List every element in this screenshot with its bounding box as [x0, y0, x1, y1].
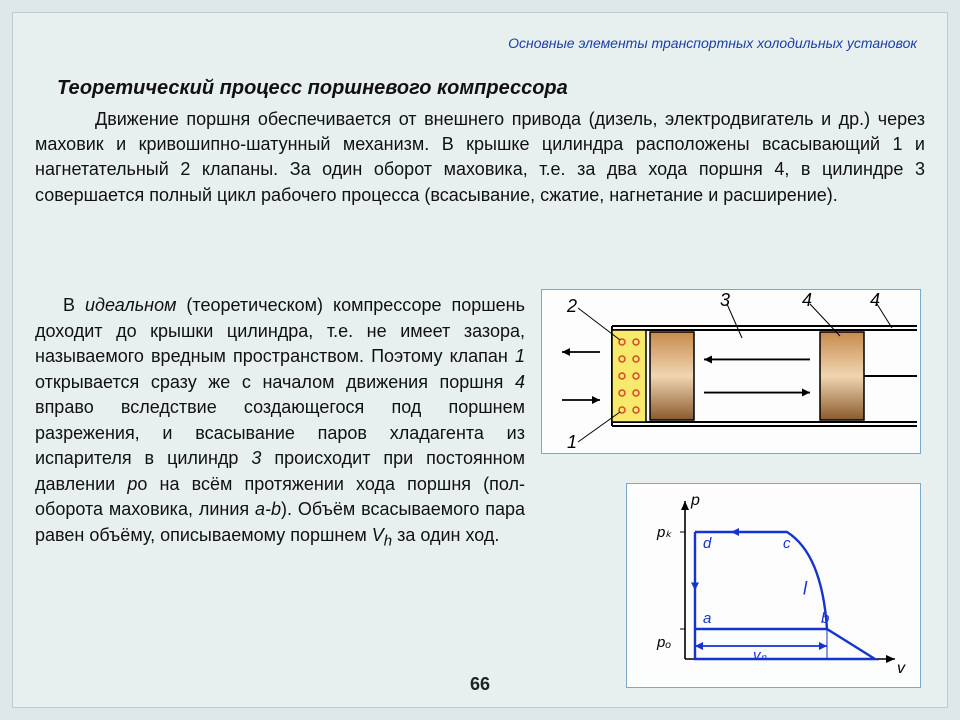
slide-title: Теоретический процесс поршневого компрес… [57, 77, 568, 100]
svg-text:p: p [690, 492, 700, 509]
svg-text:4: 4 [870, 290, 880, 310]
svg-text:2: 2 [566, 296, 577, 316]
svg-text:pₒ: pₒ [656, 634, 671, 651]
page-number: 66 [13, 674, 947, 695]
figure-compressor-diagram: 2 1 3 4 4 [541, 289, 921, 454]
svg-text:4: 4 [802, 290, 812, 310]
svg-text:1: 1 [567, 432, 577, 452]
figure-pv-diagram: pvpₖpₒdcablvₙ [626, 483, 921, 688]
svg-text:vₙ: vₙ [753, 647, 768, 664]
svg-text:c: c [783, 535, 791, 552]
header-topic: Основные элементы транспортных холодильн… [508, 35, 917, 51]
svg-text:3: 3 [720, 290, 730, 310]
svg-text:l: l [803, 579, 808, 599]
svg-text:d: d [703, 535, 712, 552]
paragraph-1: Движение поршня обеспечивается от внешне… [35, 107, 925, 208]
svg-text:pₖ: pₖ [656, 524, 672, 541]
compressor-svg: 2 1 3 4 4 [542, 290, 922, 455]
pv-svg: pvpₖpₒdcablvₙ [627, 484, 922, 689]
svg-text:b: b [821, 610, 829, 627]
paragraph-2: В идеальном (теоретическом) компрессоре … [35, 293, 525, 552]
svg-text:a: a [703, 610, 711, 627]
slide-page: Основные элементы транспортных холодильн… [12, 12, 948, 708]
